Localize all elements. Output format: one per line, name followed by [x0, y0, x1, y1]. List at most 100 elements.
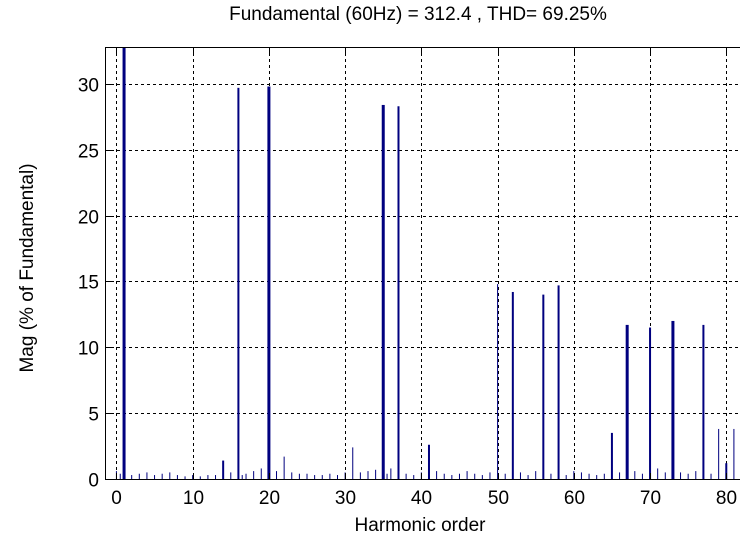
- bar: [733, 428, 735, 479]
- x-tick-label: 0: [111, 488, 122, 509]
- y-tick-label: 30: [78, 76, 99, 97]
- x-tick-label: 50: [488, 488, 509, 509]
- bar: [603, 473, 605, 479]
- bar: [375, 469, 377, 479]
- bars: [115, 47, 735, 480]
- bar: [154, 475, 156, 479]
- bar: [619, 472, 621, 479]
- x-tick-label: 60: [564, 488, 585, 509]
- bar: [664, 472, 666, 479]
- bar: [443, 473, 445, 479]
- bar: [634, 471, 636, 479]
- bar: [359, 472, 361, 479]
- bar: [451, 475, 453, 479]
- x-tick-label: 40: [411, 488, 432, 509]
- bar: [314, 475, 316, 479]
- grid: [105, 47, 740, 479]
- bar: [580, 472, 582, 479]
- bar: [458, 473, 460, 479]
- bar: [466, 471, 468, 479]
- bar: [397, 106, 400, 480]
- y-tick-label: 20: [78, 208, 99, 229]
- bar: [329, 473, 331, 479]
- bar: [535, 471, 537, 479]
- bar: [588, 473, 590, 479]
- bar: [680, 472, 682, 479]
- bar: [725, 463, 728, 479]
- bar: [527, 475, 529, 479]
- y-tick-label: 5: [88, 405, 99, 426]
- bar: [241, 475, 243, 479]
- bar: [542, 294, 545, 479]
- bar: [169, 472, 171, 479]
- bar: [497, 284, 499, 479]
- bar: [215, 475, 217, 479]
- bar: [671, 320, 675, 479]
- bar: [519, 472, 521, 479]
- bar: [657, 468, 659, 479]
- y-tick-label: 0: [88, 471, 99, 492]
- bar: [245, 473, 247, 479]
- bar: [276, 471, 278, 479]
- bar: [596, 475, 598, 479]
- bar: [131, 475, 133, 479]
- bar: [184, 476, 186, 479]
- bar: [367, 471, 369, 479]
- bar: [321, 475, 323, 479]
- bar: [405, 473, 407, 479]
- bar: [253, 471, 255, 479]
- bar: [565, 475, 567, 479]
- bar: [146, 472, 148, 479]
- bar: [504, 473, 506, 479]
- bar: [283, 456, 285, 479]
- bar: [573, 471, 575, 479]
- x-tick-label: 70: [640, 488, 661, 509]
- bar: [222, 460, 225, 479]
- x-axis-label: Harmonic order: [354, 515, 486, 536]
- bar: [511, 291, 514, 479]
- bar: [427, 444, 430, 479]
- x-tick-label: 10: [183, 488, 204, 509]
- bar: [413, 475, 415, 479]
- bar: [122, 47, 126, 479]
- bar: [710, 473, 712, 479]
- bar: [138, 473, 140, 479]
- x-tick-label: 30: [335, 488, 356, 509]
- x-tick-label: 20: [259, 488, 280, 509]
- bar: [176, 475, 178, 479]
- bar: [267, 86, 271, 479]
- bar: [352, 447, 354, 479]
- y-tick-label: 15: [78, 273, 99, 294]
- y-tick-label: 10: [78, 339, 99, 360]
- bar: [291, 472, 293, 479]
- bar: [390, 468, 392, 479]
- bar: [306, 473, 308, 479]
- bar: [481, 475, 483, 479]
- bar: [474, 473, 476, 479]
- bar: [386, 473, 388, 479]
- bar: [192, 475, 194, 479]
- bar: [695, 471, 697, 479]
- bar: [557, 285, 560, 479]
- bar: [230, 472, 232, 479]
- bar: [436, 471, 438, 479]
- chart-title: Fundamental (60Hz) = 312.4 , THD= 69.25%: [229, 4, 607, 25]
- bar: [687, 473, 689, 479]
- bar: [610, 432, 613, 479]
- bar: [381, 104, 385, 479]
- bar: [550, 473, 552, 479]
- bar: [119, 473, 121, 479]
- axes: 0 10 20 30 40 50 60 70 80 0 5 10 15 20 25 30: [78, 47, 740, 509]
- bar: [625, 324, 629, 479]
- bar: [298, 473, 300, 479]
- bar: [718, 428, 720, 479]
- x-tick-label: 80: [716, 488, 737, 509]
- bar: [489, 472, 491, 479]
- bar: [260, 468, 262, 479]
- bar: [702, 324, 705, 479]
- bar: [161, 473, 163, 479]
- bar: [337, 475, 338, 479]
- bar: [641, 473, 643, 479]
